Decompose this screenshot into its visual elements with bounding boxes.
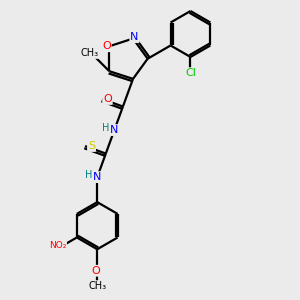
Text: Cl: Cl <box>185 68 196 78</box>
Text: N: N <box>130 32 139 42</box>
Text: H: H <box>102 123 110 133</box>
Text: CH₃: CH₃ <box>88 281 106 291</box>
Text: NO₂: NO₂ <box>49 241 66 250</box>
Text: H: H <box>85 170 93 180</box>
Text: O: O <box>103 94 112 104</box>
Text: O: O <box>102 41 111 51</box>
Text: N: N <box>110 125 118 135</box>
Text: CH₃: CH₃ <box>81 48 99 58</box>
Text: N: N <box>93 172 101 182</box>
Text: O: O <box>92 266 100 276</box>
Text: S: S <box>88 141 95 151</box>
